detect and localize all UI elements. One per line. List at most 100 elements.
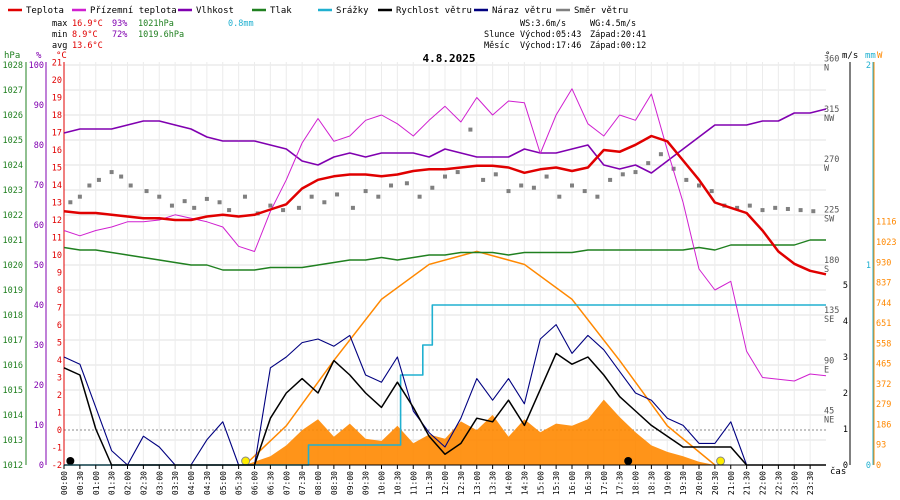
tick-humidity: 40 — [34, 301, 44, 311]
tick-pressure: 1018 — [3, 311, 23, 321]
stat-moon-set: Západ:00:12 — [590, 41, 646, 51]
stat-min-temp: 8.9°C — [72, 30, 98, 40]
series-Tlak — [63, 239, 826, 271]
tick-humidity: 100 — [29, 61, 44, 71]
tick-time: 11:00 — [409, 471, 418, 495]
point-wind-direction — [389, 183, 394, 188]
point-wind-direction — [735, 205, 740, 210]
series-radiation — [244, 399, 715, 465]
tick-humidity: 50 — [34, 261, 44, 271]
tick-temperature: 8 — [57, 286, 62, 296]
point-wind-direction — [658, 152, 663, 157]
legend-label: Rychlost větru — [396, 6, 472, 16]
tick-time: 05:00 — [219, 471, 228, 495]
axis-unit-humidity: % — [36, 51, 42, 61]
stat-max-press: 1021hPa — [138, 19, 174, 29]
tick-radiation: 279 — [876, 400, 891, 410]
stat-avg-temp: 13.6°C — [72, 41, 103, 51]
point-wind-direction — [582, 189, 587, 194]
point-wind-direction — [481, 177, 486, 182]
tick-direction-label: NE — [824, 416, 834, 426]
series-Přízemní teplota — [63, 88, 827, 382]
tick-direction-value: 270 — [824, 155, 839, 165]
tick-time: 03:00 — [155, 471, 164, 495]
tick-time: 08:00 — [314, 471, 323, 495]
tick-direction-value: 360 — [824, 55, 839, 65]
tick-direction-value: 225 — [824, 205, 839, 215]
stat-moon-rise: Východ:17:46 — [520, 41, 581, 51]
tick-rain: 0 — [866, 461, 871, 471]
legend-label: Přízemní teplota — [90, 6, 177, 16]
tick-radiation: 558 — [876, 339, 891, 349]
tick-temperature: 10 — [52, 251, 62, 261]
tick-time: 07:00 — [282, 471, 291, 495]
point-wind-direction — [96, 177, 101, 182]
tick-time: 06:30 — [266, 471, 275, 495]
point-wind-direction — [204, 196, 209, 201]
point-wind-direction — [144, 189, 149, 194]
tick-direction-label: SE — [824, 315, 834, 325]
grid — [63, 62, 826, 466]
tick-temperature: 21 — [52, 59, 62, 69]
tick-radiation: 651 — [876, 319, 891, 329]
tick-time: 05:30 — [235, 471, 244, 495]
tick-temperature: 0 — [57, 426, 62, 436]
tick-pressure: 1024 — [3, 161, 23, 171]
tick-humidity: 80 — [34, 141, 44, 151]
point-wind-direction — [77, 194, 82, 199]
tick-wind: 2 — [843, 389, 848, 399]
tick-time: 16:00 — [568, 471, 577, 495]
point-wind-direction — [217, 200, 222, 205]
point-wind-direction — [404, 181, 409, 186]
tick-humidity: 90 — [34, 101, 44, 111]
point-wind-direction — [531, 185, 536, 190]
tick-direction-value: 90 — [824, 356, 834, 366]
axis-unit-temperature: °C — [56, 51, 67, 61]
tick-time: 13:30 — [489, 471, 498, 495]
tick-wind: 5 — [843, 281, 848, 291]
tick-direction-label: SW — [824, 214, 835, 224]
axis-unit-wind: m/s — [842, 51, 858, 61]
tick-time: 02:00 — [124, 471, 133, 495]
tick-time: 18:30 — [647, 471, 656, 495]
point-wind-direction — [417, 194, 422, 199]
stats-block: max 16.9°C 93% 1021hPa 0.8mm min 8.9°C 7… — [52, 19, 646, 51]
point-wind-direction — [506, 189, 511, 194]
point-wind-direction — [773, 205, 778, 210]
tick-radiation: 186 — [876, 420, 891, 430]
tick-time: 02:30 — [139, 471, 148, 495]
point-wind-direction — [633, 170, 638, 175]
tick-pressure: 1015 — [3, 386, 23, 396]
stat-sun-rise: Východ:05:43 — [520, 30, 581, 40]
tick-time: 22:30 — [774, 471, 783, 495]
tick-humidity: 10 — [34, 421, 44, 431]
point-wind-direction — [109, 170, 114, 175]
tick-radiation: 1023 — [876, 238, 896, 248]
tick-radiation: 465 — [876, 360, 891, 370]
stat-max-temp: 16.9°C — [72, 19, 103, 29]
tick-direction-label: E — [824, 365, 829, 375]
tick-wind: 3 — [843, 353, 848, 363]
tick-temperature: 16 — [52, 146, 62, 156]
point-wind-direction — [192, 205, 197, 210]
point-wind-direction — [128, 183, 133, 188]
tick-time: 18:00 — [632, 471, 641, 495]
tick-pressure: 1020 — [3, 261, 23, 271]
tick-humidity: 70 — [34, 181, 44, 191]
tick-time: 22:00 — [759, 471, 768, 495]
tick-temperature: 3 — [57, 374, 62, 384]
tick-time: 03:30 — [171, 471, 180, 495]
tick-pressure: 1019 — [3, 286, 23, 296]
tick-temperature: -1 — [52, 444, 62, 454]
tick-time: 12:30 — [457, 471, 466, 495]
axis-unit-pressure: hPa — [4, 51, 20, 61]
point-wind-direction — [620, 172, 625, 177]
tick-temperature: 9 — [57, 269, 62, 279]
tick-time: 01:00 — [92, 471, 101, 495]
tick-pressure: 1023 — [3, 186, 23, 196]
tick-time: 09:30 — [362, 471, 371, 495]
point-wind-direction — [227, 208, 232, 213]
point-wind-direction — [119, 174, 124, 179]
stat-moon-label: Měsíc — [484, 41, 510, 51]
